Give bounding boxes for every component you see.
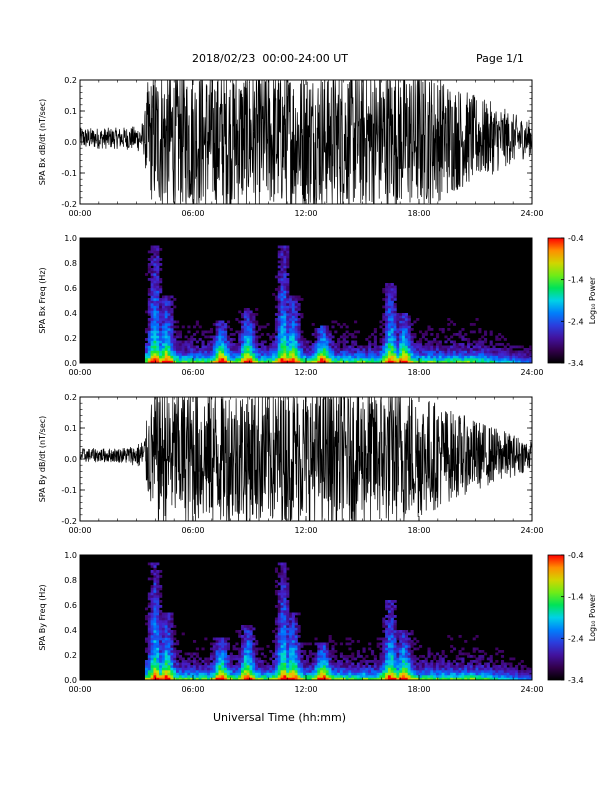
colorbar-tick-label: -0.4 bbox=[568, 551, 584, 560]
x-tick-label: 00:00 bbox=[68, 526, 91, 535]
colorbar bbox=[547, 554, 565, 681]
x-tick-label: 24:00 bbox=[520, 209, 543, 218]
y-tick-label: 0.2 bbox=[64, 393, 77, 402]
x-tick-label: 00:00 bbox=[68, 368, 91, 377]
colorbar-label: Log₁₀ Power bbox=[588, 593, 597, 641]
panel-1: -0.2 -0.1 0.0 0.1 0.2 00:00 06:00 12:00 18:00 24:… bbox=[38, 76, 544, 218]
x-tick-label: 24:00 bbox=[520, 368, 543, 377]
x-tick-label: 18:00 bbox=[407, 368, 430, 377]
y-axis-label: SPA Bx Freq (Hz) bbox=[38, 267, 47, 333]
colorbar-tick-label: -3.4 bbox=[568, 359, 584, 368]
y-axis-label: SPA Bx dB/dt (nT/sec) bbox=[38, 99, 47, 186]
y-tick-label: -0.1 bbox=[61, 169, 77, 178]
x-tick-label: 06:00 bbox=[181, 368, 204, 377]
y-tick-label: 0.8 bbox=[64, 576, 77, 585]
colorbar-tick-label: -2.4 bbox=[568, 634, 584, 643]
colorbar-tick-label: -1.4 bbox=[568, 593, 584, 602]
spectrogram-cells bbox=[144, 562, 533, 681]
x-tick-label: 24:00 bbox=[520, 526, 543, 535]
y-axis-label: SPA By Freq (Hz) bbox=[38, 584, 47, 650]
y-tick-label: 0.2 bbox=[64, 651, 77, 660]
series-trace bbox=[80, 80, 532, 204]
x-tick-label: 06:00 bbox=[181, 685, 204, 694]
y-tick-label: -0.2 bbox=[61, 517, 77, 526]
y-tick-label: 0.4 bbox=[64, 309, 77, 318]
y-tick-label: 0.0 bbox=[64, 138, 77, 147]
colorbar-label: Log₁₀ Power bbox=[588, 276, 597, 324]
page-number: Page 1/1 bbox=[476, 52, 524, 65]
y-tick-label: 0.8 bbox=[64, 259, 77, 268]
panel-3: -0.2 -0.1 0.0 0.1 0.2 00:00 06:00 12:00 18:00 24:… bbox=[38, 393, 544, 535]
x-tick-label: 06:00 bbox=[181, 209, 204, 218]
y-tick-label: 1.0 bbox=[64, 551, 77, 560]
spectrogram-cells bbox=[144, 245, 533, 364]
x-tick-label: 12:00 bbox=[294, 209, 317, 218]
x-axis-label: Universal Time (hh:mm) bbox=[213, 711, 346, 724]
colorbar-tick-label: -2.4 bbox=[568, 317, 584, 326]
panel-4: -0.4 -1.4 -2.4 -3.4 Log₁₀ Power 0.0 0.2 0.4 0.6 0… bbox=[38, 551, 597, 694]
x-tick-label: 06:00 bbox=[181, 526, 204, 535]
y-tick-label: 0.1 bbox=[64, 107, 77, 116]
y-tick-label: 0.6 bbox=[64, 284, 77, 293]
y-tick-label: 0.6 bbox=[64, 601, 77, 610]
y-tick-label: 1.0 bbox=[64, 234, 77, 243]
y-axis-label: SPA By dB/dt (nT/sec) bbox=[38, 416, 47, 503]
page-title: 2018/02/23 00:00-24:00 UT bbox=[192, 52, 349, 65]
y-tick-label: 0.2 bbox=[64, 76, 77, 85]
x-tick-label: 00:00 bbox=[68, 209, 91, 218]
x-tick-label: 18:00 bbox=[407, 526, 430, 535]
y-tick-label: 0.1 bbox=[64, 424, 77, 433]
x-tick-label: 24:00 bbox=[520, 685, 543, 694]
x-tick-label: 12:00 bbox=[294, 685, 317, 694]
y-tick-label: 0.0 bbox=[64, 676, 77, 685]
x-tick-label: 00:00 bbox=[68, 685, 91, 694]
y-tick-label: 0.2 bbox=[64, 334, 77, 343]
y-tick-label: -0.1 bbox=[61, 486, 77, 495]
y-tick-label: -0.2 bbox=[61, 200, 77, 209]
y-tick-label: 0.0 bbox=[64, 455, 77, 464]
colorbar-tick-label: -3.4 bbox=[568, 676, 584, 685]
colorbar-tick-label: -0.4 bbox=[568, 234, 584, 243]
series-trace bbox=[80, 397, 532, 521]
x-tick-label: 12:00 bbox=[294, 526, 317, 535]
x-tick-label: 12:00 bbox=[294, 368, 317, 377]
colorbar bbox=[547, 237, 565, 364]
x-tick-label: 18:00 bbox=[407, 209, 430, 218]
y-tick-label: 0.4 bbox=[64, 626, 77, 635]
colorbar-tick-label: -1.4 bbox=[568, 276, 584, 285]
panel-2: -0.4 -1.4 -2.4 -3.4 Log₁₀ Power 0.0 0.2 0.4 0.6 0… bbox=[38, 234, 597, 377]
x-tick-label: 18:00 bbox=[407, 685, 430, 694]
y-tick-label: 0.0 bbox=[64, 359, 77, 368]
